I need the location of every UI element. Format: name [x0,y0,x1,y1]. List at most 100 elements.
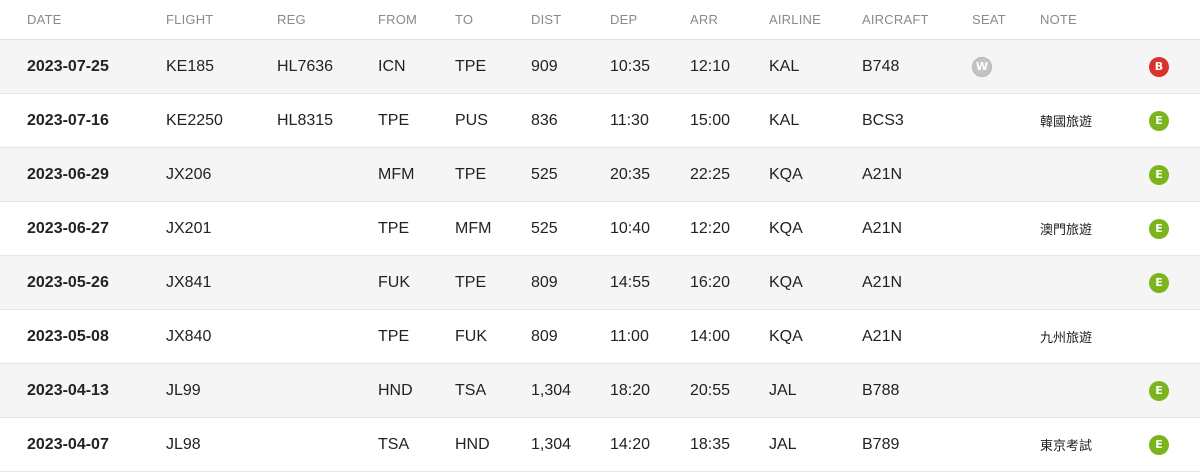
cell-flight: KE2250 [166,111,223,129]
cell-airline: KAL [769,57,800,75]
cell-arr: 15:00 [690,111,731,129]
class-cell: E [1149,202,1169,255]
table-row[interactable]: 2023-05-26 JX841 FUK TPE 809 14:55 16:20 KQA A21… [0,256,1200,310]
header-arr[interactable]: ARR [690,12,719,27]
cell-date: 2023-05-08 [27,327,109,345]
cell-arr: 16:20 [690,273,731,291]
cell-date: 2023-06-29 [27,165,109,183]
cell-dep: 14:55 [610,273,651,291]
cell-dep: 20:35 [610,165,651,183]
travel-class-badge: E [1149,164,1169,185]
class-cell: E [1149,418,1169,471]
cell-aircraft: B789 [862,435,900,453]
cell-date: 2023-04-07 [27,435,109,453]
header-flight[interactable]: FLIGHT [166,12,214,27]
cell-dep: 11:00 [610,327,649,345]
cell-arr: 12:20 [690,219,731,237]
table-row[interactable]: 2023-06-29 JX206 MFM TPE 525 20:35 22:25 KQA A21… [0,148,1200,202]
cell-aircraft: BCS3 [862,111,904,129]
header-reg[interactable]: REG [277,12,306,27]
cell-dist: 1,304 [531,381,572,399]
cell-aircraft: A21N [862,165,903,183]
table-body: 2023-07-25 KE185 HL7636 ICN TPE 909 10:35 12:10… [0,40,1200,472]
cell-note: 澳門旅遊 [1040,222,1093,237]
cell-flight: KE185 [166,57,215,75]
cell-dep: 10:40 [610,219,651,237]
cell-airline: KAL [769,111,800,129]
cell-to: HND [455,435,490,453]
cell-arr: 20:55 [690,381,731,399]
cell-airline: KQA [769,273,803,291]
table-row[interactable]: 2023-07-16 KE2250 HL8315 TPE PUS 836 11:30 15:0… [0,94,1200,148]
seat-position-badge: W [972,56,992,77]
cell-to: MFM [455,219,492,237]
header-from[interactable]: FROM [378,12,418,27]
cell-dep: 10:35 [610,57,651,75]
cell-dist: 1,304 [531,435,572,453]
cell-from: FUK [378,273,410,291]
header-to[interactable]: TO [455,12,474,27]
cell-aircraft: A21N [862,327,903,345]
table-row[interactable]: 2023-07-25 KE185 HL7636 ICN TPE 909 10:35 12:10… [0,40,1200,94]
cell-flight: JL98 [166,435,201,453]
header-seat[interactable]: SEAT [972,12,1006,27]
cell-reg: HL8315 [277,111,334,129]
travel-class-badge: E [1149,218,1169,239]
table-row[interactable]: 2023-06-27 JX201 TPE MFM 525 10:40 12:20 KQA A21… [0,202,1200,256]
cell-from: HND [378,381,413,399]
table-row[interactable]: 2023-04-13 JL99 HND TSA 1,304 18:20 20:55 JAL B7… [0,364,1200,418]
travel-class-badge: E [1149,272,1169,293]
cell-to: PUS [455,111,488,129]
cell-dep: 14:20 [610,435,651,453]
cell-dep: 18:20 [610,381,651,399]
cell-flight: JX841 [166,273,212,291]
class-cell: E [1149,364,1169,417]
header-dist[interactable]: DIST [531,12,562,27]
class-cell: B [1149,40,1169,93]
cell-dep: 11:30 [610,111,649,129]
cell-from: TSA [378,435,410,453]
cell-dist: 809 [531,273,558,291]
cell-aircraft: A21N [862,273,903,291]
header-dep[interactable]: DEP [610,12,638,27]
cell-from: TPE [378,327,410,345]
travel-class-badge: E [1149,380,1169,401]
cell-dist: 809 [531,327,558,345]
class-cell: E [1149,94,1169,147]
cell-airline: JAL [769,381,797,399]
cell-dist: 525 [531,165,558,183]
cell-airline: KQA [769,165,803,183]
cell-note: 東京考試 [1040,438,1093,453]
travel-class-badge: B [1149,56,1169,77]
cell-date: 2023-07-25 [27,57,109,75]
cell-airline: JAL [769,435,797,453]
cell-to: TPE [455,273,487,291]
cell-date: 2023-06-27 [27,219,109,237]
cell-arr: 22:25 [690,165,731,183]
table-row[interactable]: 2023-05-08 JX840 TPE FUK 809 11:00 14:00 KQA A21… [0,310,1200,364]
cell-note: 九州旅遊 [1040,330,1093,345]
cell-aircraft: B788 [862,381,900,399]
cell-arr: 18:35 [690,435,731,453]
header-aircraft[interactable]: AIRCRAFT [862,12,929,27]
cell-arr: 12:10 [690,57,731,75]
cell-aircraft: B748 [862,57,900,75]
cell-flight: JX206 [166,165,212,183]
cell-airline: KQA [769,327,803,345]
travel-class-badge: E [1149,110,1169,131]
cell-to: TSA [455,381,487,399]
header-airline[interactable]: AIRLINE [769,12,821,27]
cell-dist: 525 [531,219,558,237]
header-date[interactable]: DATE [27,12,62,27]
cell-date: 2023-07-16 [27,111,109,129]
cell-from: MFM [378,165,415,183]
cell-arr: 14:00 [690,327,731,345]
table-row[interactable]: 2023-04-07 JL98 TSA HND 1,304 14:20 18:35 JAL B7… [0,418,1200,472]
travel-class-badge: E [1149,434,1169,455]
seat-cell: W [972,40,992,93]
class-cell: E [1149,256,1169,309]
header-note[interactable]: NOTE [1040,12,1077,27]
class-cell: E [1149,148,1169,201]
cell-from: TPE [378,219,410,237]
